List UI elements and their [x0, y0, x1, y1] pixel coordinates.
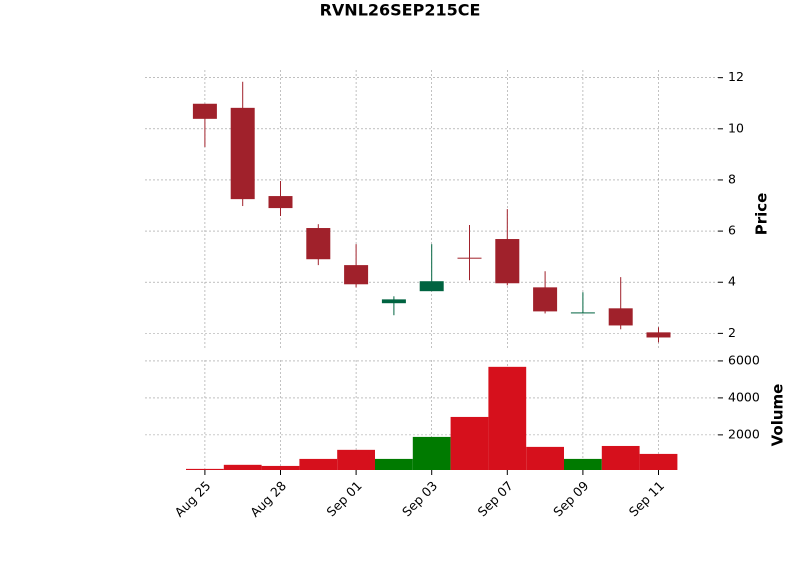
volume-bar [299, 458, 338, 470]
volume-bar [450, 416, 489, 470]
x-tick-label: Sep 09 [550, 478, 591, 519]
y2-tick-label: 6000 [728, 352, 760, 367]
volume-bar [639, 453, 678, 470]
volume-bar [412, 436, 451, 470]
volume-bar [488, 366, 527, 470]
candle-body [192, 103, 217, 119]
candle-body [381, 299, 406, 304]
chart-title: RVNL26SEP215CE [320, 1, 481, 20]
x-tick-label: Sep 11 [626, 478, 667, 519]
candle-body [495, 239, 520, 284]
y-axis-label: Price [753, 193, 771, 236]
candle-body [344, 265, 369, 285]
y-tick-label: 10 [728, 120, 744, 135]
volume-bar [261, 465, 300, 470]
y-tick-label: 6 [728, 223, 736, 238]
volume-bar [564, 458, 602, 470]
x-tick-label: Sep 01 [323, 478, 364, 519]
x-tick-label: Aug 25 [172, 478, 214, 520]
volume-bar [337, 449, 375, 470]
candle-body [457, 257, 482, 259]
y-tick-label: 2 [728, 325, 736, 340]
volume-bar [601, 445, 640, 470]
candle-body [646, 332, 671, 338]
candle-body [608, 308, 633, 326]
y2-axis-label: Volume [769, 384, 787, 447]
y2-tick-label: 2000 [728, 426, 760, 441]
candle-body [306, 228, 331, 260]
y-tick-label: 8 [728, 171, 736, 186]
volume-bar [223, 464, 262, 470]
x-tick-label: Sep 03 [399, 478, 440, 519]
volume-bar [375, 458, 413, 470]
y-tick-label: 4 [728, 274, 736, 289]
volume-bar [526, 446, 564, 470]
candle-body [533, 287, 558, 312]
candle-body [268, 196, 293, 209]
candle-body [419, 281, 444, 292]
y2-tick-label: 4000 [728, 389, 760, 404]
candle-body [570, 312, 595, 314]
candle-body [230, 107, 255, 200]
x-tick-label: Aug 28 [247, 478, 289, 520]
y-tick-label: 12 [728, 69, 744, 84]
volume-bar [186, 468, 224, 470]
x-tick-label: Sep 07 [475, 478, 516, 519]
